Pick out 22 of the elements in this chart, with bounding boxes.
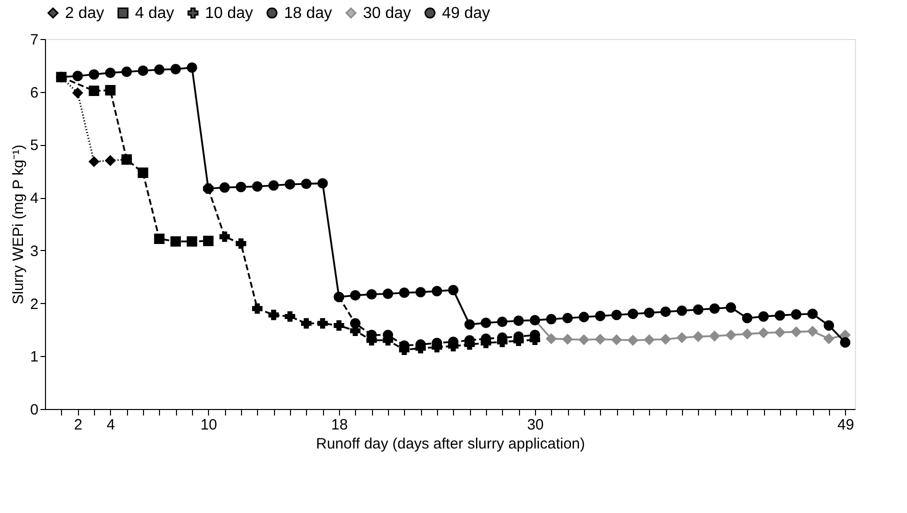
legend-label: 4 day	[135, 5, 174, 22]
legend-label: 30 day	[363, 5, 412, 22]
y-tick-label: 0	[30, 402, 38, 418]
x-tick-label: 10	[200, 416, 218, 434]
legend-label: 18 day	[284, 5, 332, 22]
y-tick-label: 6	[30, 84, 38, 102]
y-tick-label: 1	[30, 348, 38, 366]
y-tick-label: 2	[30, 296, 38, 313]
legend-label: 2 day	[65, 5, 104, 22]
x-tick-label: 49	[837, 416, 854, 434]
x-tick-label: 18	[331, 416, 348, 434]
legend-label: 10 day	[205, 5, 254, 22]
y-tick-label: 3	[30, 242, 38, 260]
x-tick-label: 4	[106, 416, 115, 434]
y-axis-title: Slurry WEPi (mg P kg⁻¹)	[10, 144, 28, 304]
y-tick-label: 4	[30, 190, 38, 208]
y-tick-label: 7	[30, 32, 38, 48]
y-tick-label: 5	[30, 137, 38, 154]
x-tick-label: 2	[74, 416, 82, 434]
x-tick-label: 30	[527, 416, 544, 434]
x-axis-title: Runoff day (days after slurry application)	[316, 436, 586, 452]
legend-label: 49 day	[442, 5, 490, 22]
